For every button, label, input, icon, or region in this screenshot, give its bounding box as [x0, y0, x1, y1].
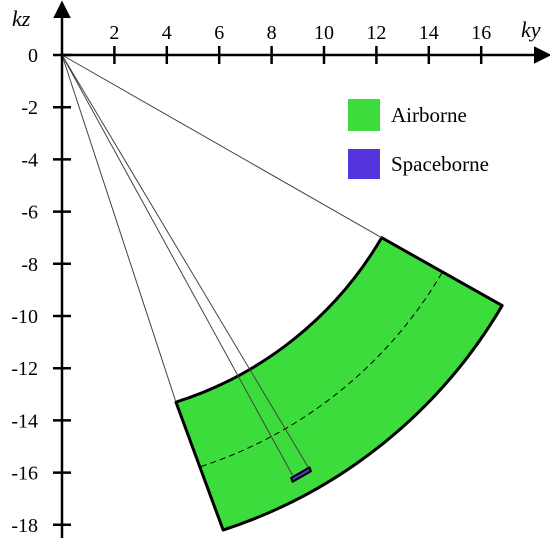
- y-tick-label: 0: [28, 45, 38, 67]
- y-tick-label: -18: [11, 515, 38, 537]
- y-tick-label: -8: [21, 254, 38, 276]
- x-tick-label: 10: [314, 22, 334, 44]
- y-tick-label: -10: [11, 306, 38, 328]
- airborne-center-arc: [198, 272, 443, 468]
- y-axis-title: kz: [12, 6, 31, 31]
- spaceborne-patch: [290, 466, 312, 483]
- legend-label-airborne: Airborne: [391, 103, 467, 127]
- y-tick-label: -2: [21, 97, 38, 119]
- y-tick-label: -6: [21, 202, 38, 224]
- y-tick-label: -12: [11, 358, 38, 380]
- legend: Airborne Spaceborne: [348, 99, 489, 179]
- y-tick-label: -14: [11, 410, 38, 432]
- y-tick-label: -16: [11, 463, 38, 485]
- airborne-sector: [174, 236, 504, 532]
- guide-line: [61, 54, 293, 476]
- legend-swatch-spaceborne: [348, 149, 380, 179]
- x-tick-label: 2: [109, 22, 119, 44]
- x-tick-label: 8: [267, 22, 277, 44]
- guide-line: [61, 54, 382, 239]
- x-tick-label: 12: [366, 22, 386, 44]
- x-tick-label: 6: [214, 22, 224, 44]
- guide-line: [61, 54, 177, 403]
- x-tick-label: 16: [471, 22, 491, 44]
- y-tick-label: -4: [21, 149, 38, 171]
- ticks-layer: 2 4 6 8 10 12 14 16 0 -2 -4 -6 -8 -10 -12 -14 -16 -18: [11, 22, 491, 537]
- guide-lines-layer: [61, 54, 382, 476]
- spaceborne-patch-layer: [290, 466, 312, 483]
- legend-label-spaceborne: Spaceborne: [391, 152, 489, 176]
- axes: ky kz: [12, 0, 550, 538]
- x-tick-label: 4: [162, 22, 172, 44]
- x-axis-title: ky: [521, 17, 541, 42]
- airborne-sector-layer: [174, 236, 504, 532]
- x-tick-label: 14: [419, 22, 439, 44]
- guide-line: [61, 54, 309, 468]
- legend-swatch-airborne: [348, 99, 380, 131]
